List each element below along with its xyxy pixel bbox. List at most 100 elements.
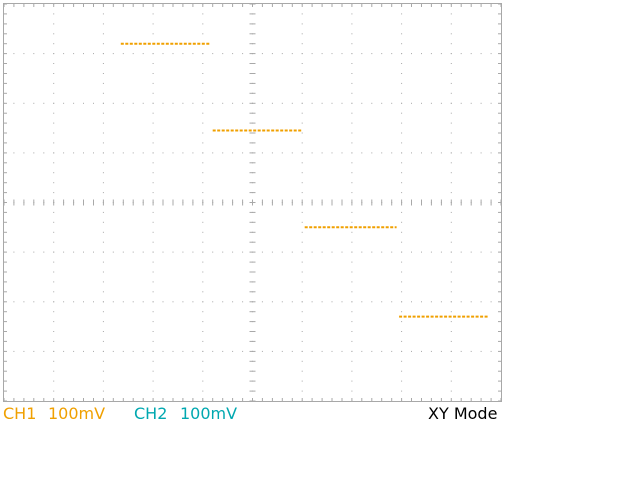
grid-dot [53, 281, 55, 283]
grid-dot [401, 360, 403, 362]
grid-dot [490, 251, 492, 253]
ch1-label: CH1 [3, 404, 37, 423]
grid-dot [102, 211, 104, 213]
grid-dot [371, 251, 373, 253]
grid-dot [301, 73, 303, 74]
grid-dot [102, 43, 104, 45]
grid-dot [102, 241, 104, 243]
grid-dot [301, 162, 303, 164]
grid-dot [381, 301, 383, 303]
grid-dot [281, 350, 283, 352]
grid-dot [202, 82, 204, 84]
grid-dot [182, 350, 184, 352]
grid-dot [152, 211, 154, 213]
grid-dot [301, 82, 303, 84]
grid-dot [301, 33, 303, 35]
grid-dot [311, 102, 313, 104]
grid-dot [102, 132, 104, 134]
grid-dot [281, 301, 283, 303]
grid-dot [321, 251, 323, 253]
grid-dot [450, 112, 452, 114]
grid-dot [132, 53, 134, 55]
grid-dot [202, 63, 204, 64]
graticule-grid [3, 3, 502, 402]
grid-dot [23, 102, 25, 104]
grid-dot [152, 33, 154, 35]
grid-dot [490, 102, 492, 104]
grid-dot [401, 231, 403, 233]
grid-dot [261, 301, 263, 303]
grid-dot [53, 321, 55, 323]
grid-dot [261, 251, 263, 253]
grid-dot [281, 53, 283, 55]
grid-dot [401, 43, 403, 45]
grid-dot [53, 112, 55, 114]
grid-dot [450, 122, 452, 124]
grid-dot [301, 301, 303, 303]
grid-dot [102, 63, 104, 64]
grid-dot [301, 43, 303, 45]
grid-dot [490, 350, 492, 352]
grid-dot [311, 251, 313, 253]
grid-dot [13, 102, 15, 104]
grid-dot [450, 132, 452, 134]
grid-dot [63, 53, 65, 55]
grid-dot [301, 182, 303, 184]
grid-dot [430, 152, 432, 154]
grid-dot [450, 152, 452, 154]
grid-dot [351, 261, 353, 263]
grid-dot [152, 172, 154, 174]
grid-dot [102, 271, 104, 273]
grid-dot [152, 23, 154, 25]
grid-dot [331, 350, 333, 352]
grid-dot [430, 301, 432, 303]
grid-dot [371, 301, 373, 303]
grid-dot [371, 102, 373, 104]
grid-dot [460, 152, 462, 154]
grid-dot [281, 251, 283, 253]
grid-dot [13, 152, 15, 154]
grid-dot [132, 350, 134, 352]
grid-dot [53, 370, 55, 372]
grid-dot [83, 251, 84, 253]
grid-dot [480, 53, 482, 55]
grid-dot [192, 53, 194, 55]
grid-dot [172, 102, 174, 104]
grid-dot [152, 340, 154, 342]
grid-dot [102, 380, 104, 382]
grid-dot [351, 271, 353, 273]
grid-dot [242, 301, 244, 303]
grid-dot [361, 53, 363, 55]
grid-dot [192, 301, 194, 303]
grid-dot [53, 82, 55, 84]
grid-dot [401, 192, 403, 194]
grid-dot [152, 251, 154, 253]
grid-dot [351, 23, 353, 25]
grid-dot [411, 301, 412, 303]
grid-dot [261, 53, 263, 55]
grid-dot [53, 33, 55, 35]
grid-dot [242, 152, 244, 154]
grid-dot [202, 112, 204, 114]
grid-dot [152, 182, 154, 184]
grid-dot [102, 162, 104, 164]
grid-dot [301, 13, 303, 15]
grid-dot [401, 271, 403, 273]
grid-dot [430, 53, 432, 55]
grid-dot [351, 152, 353, 154]
grid-dot [371, 152, 373, 154]
grid-dot [450, 182, 452, 184]
grid-dot [182, 251, 184, 253]
grid-dot [450, 53, 452, 55]
grid-dot [450, 231, 452, 233]
grid-dot [152, 112, 154, 114]
grid-dot [152, 350, 154, 352]
grid-dot [93, 301, 94, 303]
grid-dot [152, 192, 154, 194]
grid-dot [53, 23, 55, 25]
grid-dot [401, 301, 403, 303]
grid-dot [351, 33, 353, 35]
grid-dot [450, 251, 452, 253]
grid-dot [102, 360, 104, 362]
grid-dot [450, 301, 452, 303]
